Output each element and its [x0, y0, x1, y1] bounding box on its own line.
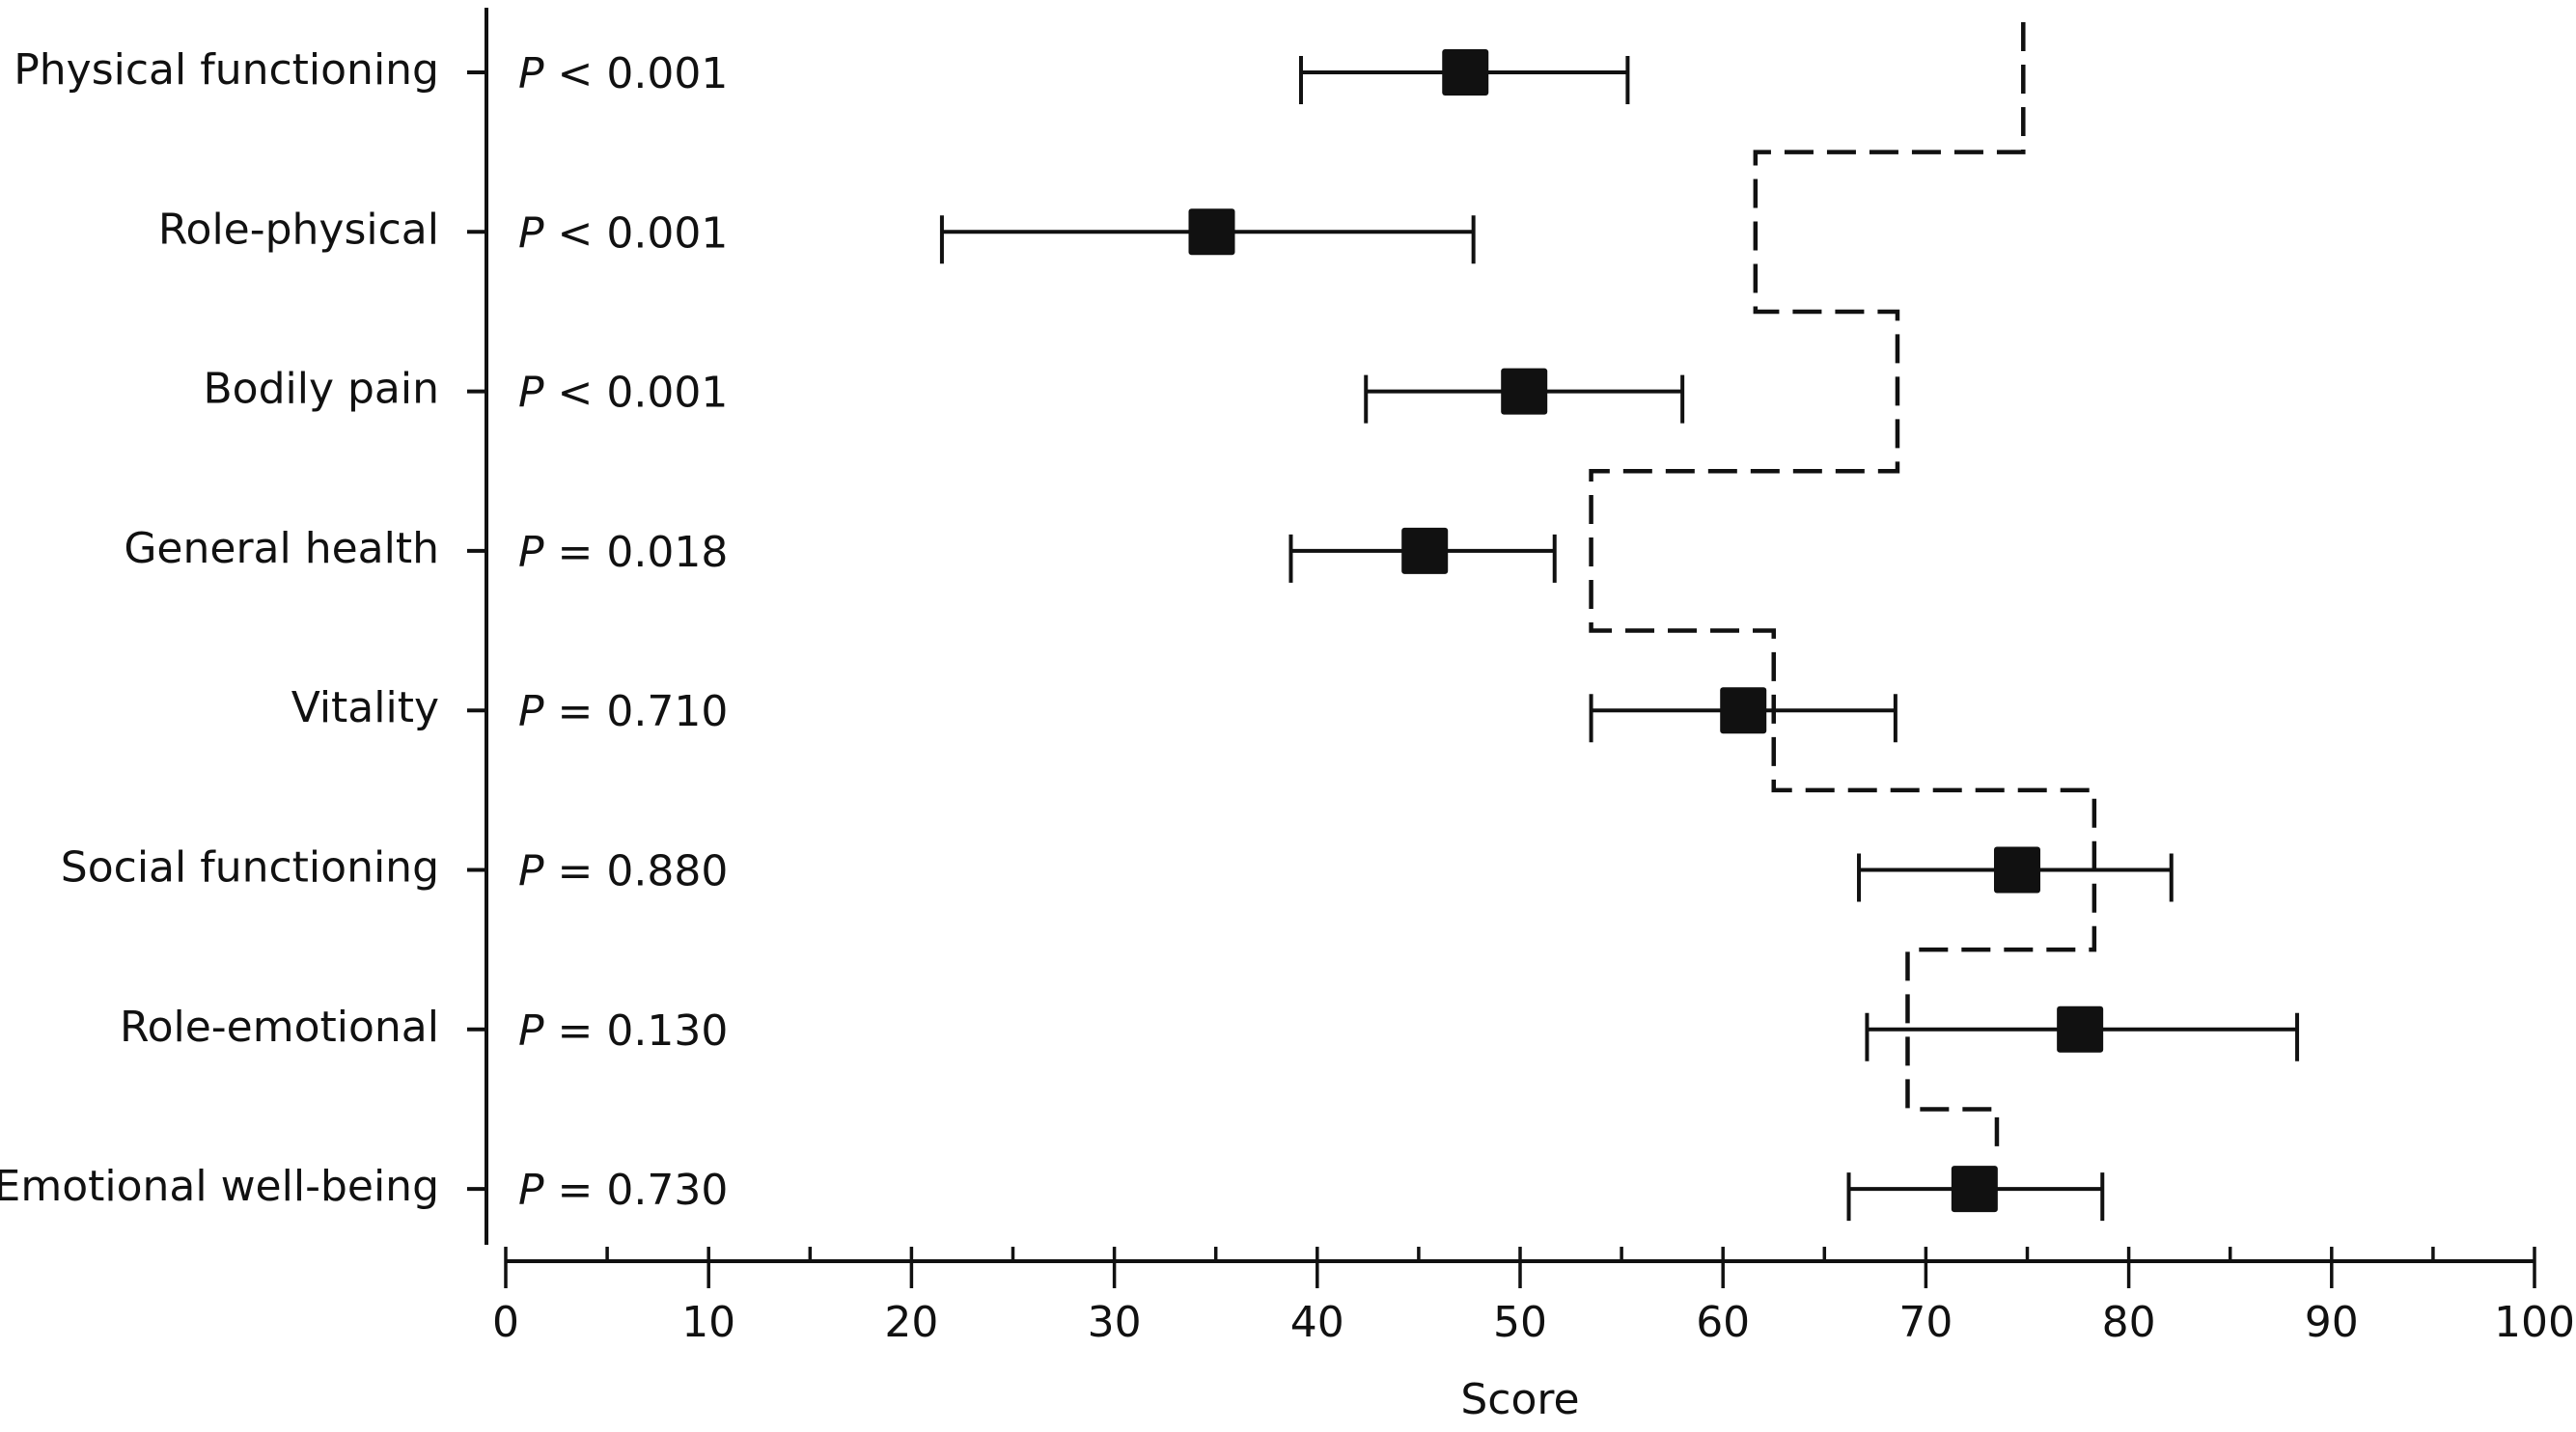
category-label: Physical functioning [14, 45, 439, 95]
row: Role-physical P < 0.001 [158, 205, 1476, 264]
p-symbol: P [518, 847, 544, 896]
p-value-text: = 0.880 [544, 847, 729, 896]
mean-marker [1720, 687, 1767, 734]
category-label: General health [124, 524, 439, 573]
x-axis-title: Score [1460, 1375, 1579, 1424]
p-value-label: P = 0.880 [518, 847, 728, 896]
x-tick-label: 20 [884, 1298, 938, 1347]
p-value-label: P < 0.001 [518, 49, 728, 98]
row: Social functioning P = 0.880 [61, 843, 2174, 902]
reference-step-line [1589, 22, 2097, 1156]
category-label: Bodily pain [203, 365, 439, 414]
mean-marker [1401, 527, 1449, 574]
p-value-label: P < 0.001 [518, 369, 728, 418]
x-tick-label: 70 [1898, 1298, 1953, 1347]
p-symbol: P [518, 49, 544, 98]
x-tick-label: 80 [2102, 1298, 2156, 1347]
category-label: Emotional well-being [0, 1162, 439, 1211]
mean-marker [1442, 49, 1489, 96]
mean-marker [1501, 368, 1548, 415]
p-value-label: P = 0.130 [518, 1006, 728, 1056]
mean-marker [2057, 1005, 2104, 1053]
x-tick-label: 100 [2494, 1298, 2575, 1347]
mean-marker [1188, 208, 1235, 256]
row: Bodily pain P < 0.001 [203, 365, 1685, 424]
p-symbol: P [518, 687, 544, 736]
p-symbol: P [518, 369, 544, 418]
mean-marker [1993, 846, 2040, 894]
p-symbol: P [518, 528, 544, 577]
x-tick-label: 50 [1493, 1298, 1547, 1347]
p-value-text: = 0.730 [544, 1166, 729, 1215]
category-label: Role-physical [158, 205, 439, 254]
row: Role-emotional P = 0.130 [120, 1003, 2300, 1061]
x-tick-label: 0 [492, 1298, 519, 1347]
category-label: Social functioning [61, 843, 439, 893]
row: Vitality P = 0.710 [291, 683, 1897, 743]
p-value-label: P = 0.018 [518, 528, 728, 577]
reference-path [1589, 22, 2097, 1156]
axes: 0 10 20 30 40 50 60 70 80 90 100 [485, 8, 2575, 1347]
p-symbol: P [518, 1166, 544, 1215]
category-label: Role-emotional [120, 1003, 439, 1052]
rows: Physical functioning P < 0.001Role-physic… [0, 45, 2300, 1222]
x-tick-label: 10 [681, 1298, 735, 1347]
row: Physical functioning P < 0.001 [14, 45, 1630, 104]
p-symbol: P [518, 208, 544, 258]
row: General health P = 0.018 [124, 524, 1557, 583]
p-value-text: < 0.001 [544, 208, 729, 258]
p-value-text: < 0.001 [544, 49, 729, 98]
x-tick-label: 30 [1088, 1298, 1142, 1347]
p-value-text: = 0.018 [544, 528, 729, 577]
p-value-text: = 0.710 [544, 687, 729, 736]
mean-marker [1951, 1166, 1998, 1213]
x-tick-label: 40 [1290, 1298, 1344, 1347]
row: Emotional well-being P = 0.730 [0, 1162, 2105, 1222]
p-value-label: P = 0.730 [518, 1166, 728, 1215]
p-value-text: = 0.130 [544, 1006, 729, 1056]
p-value-text: < 0.001 [544, 369, 729, 418]
x-tick-label: 60 [1696, 1298, 1750, 1347]
category-label: Vitality [291, 683, 439, 732]
p-value-label: P = 0.710 [518, 687, 728, 736]
p-symbol: P [518, 1006, 544, 1056]
x-tick-label: 90 [2305, 1298, 2359, 1347]
p-value-label: P < 0.001 [518, 208, 728, 258]
